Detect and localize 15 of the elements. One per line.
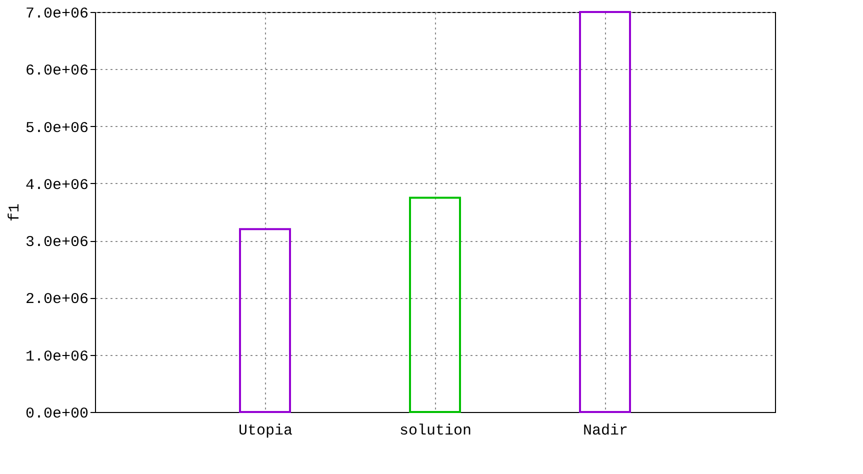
y-tick-label: 4.0e+06 (25, 176, 88, 194)
y-tick-label: 0.0e+00 (25, 406, 88, 422)
y-tick-label: 1.0e+06 (25, 348, 88, 366)
bar (239, 228, 291, 413)
x-tick-label: Nadir (582, 422, 628, 440)
bar (409, 196, 461, 413)
y-tick-label: 3.0e+06 (25, 234, 88, 252)
x-tick-label: solution (399, 422, 472, 440)
y-axis-title: f1 (6, 203, 24, 222)
y-tick-label: 6.0e+06 (25, 62, 88, 80)
y-tick-label: 5.0e+06 (25, 120, 88, 137)
y-tick-label: 2.0e+06 (25, 291, 88, 308)
x-tick-label: Utopia (238, 422, 293, 440)
bar (579, 11, 631, 413)
y-tick-label: 7.0e+06 (25, 6, 88, 22)
